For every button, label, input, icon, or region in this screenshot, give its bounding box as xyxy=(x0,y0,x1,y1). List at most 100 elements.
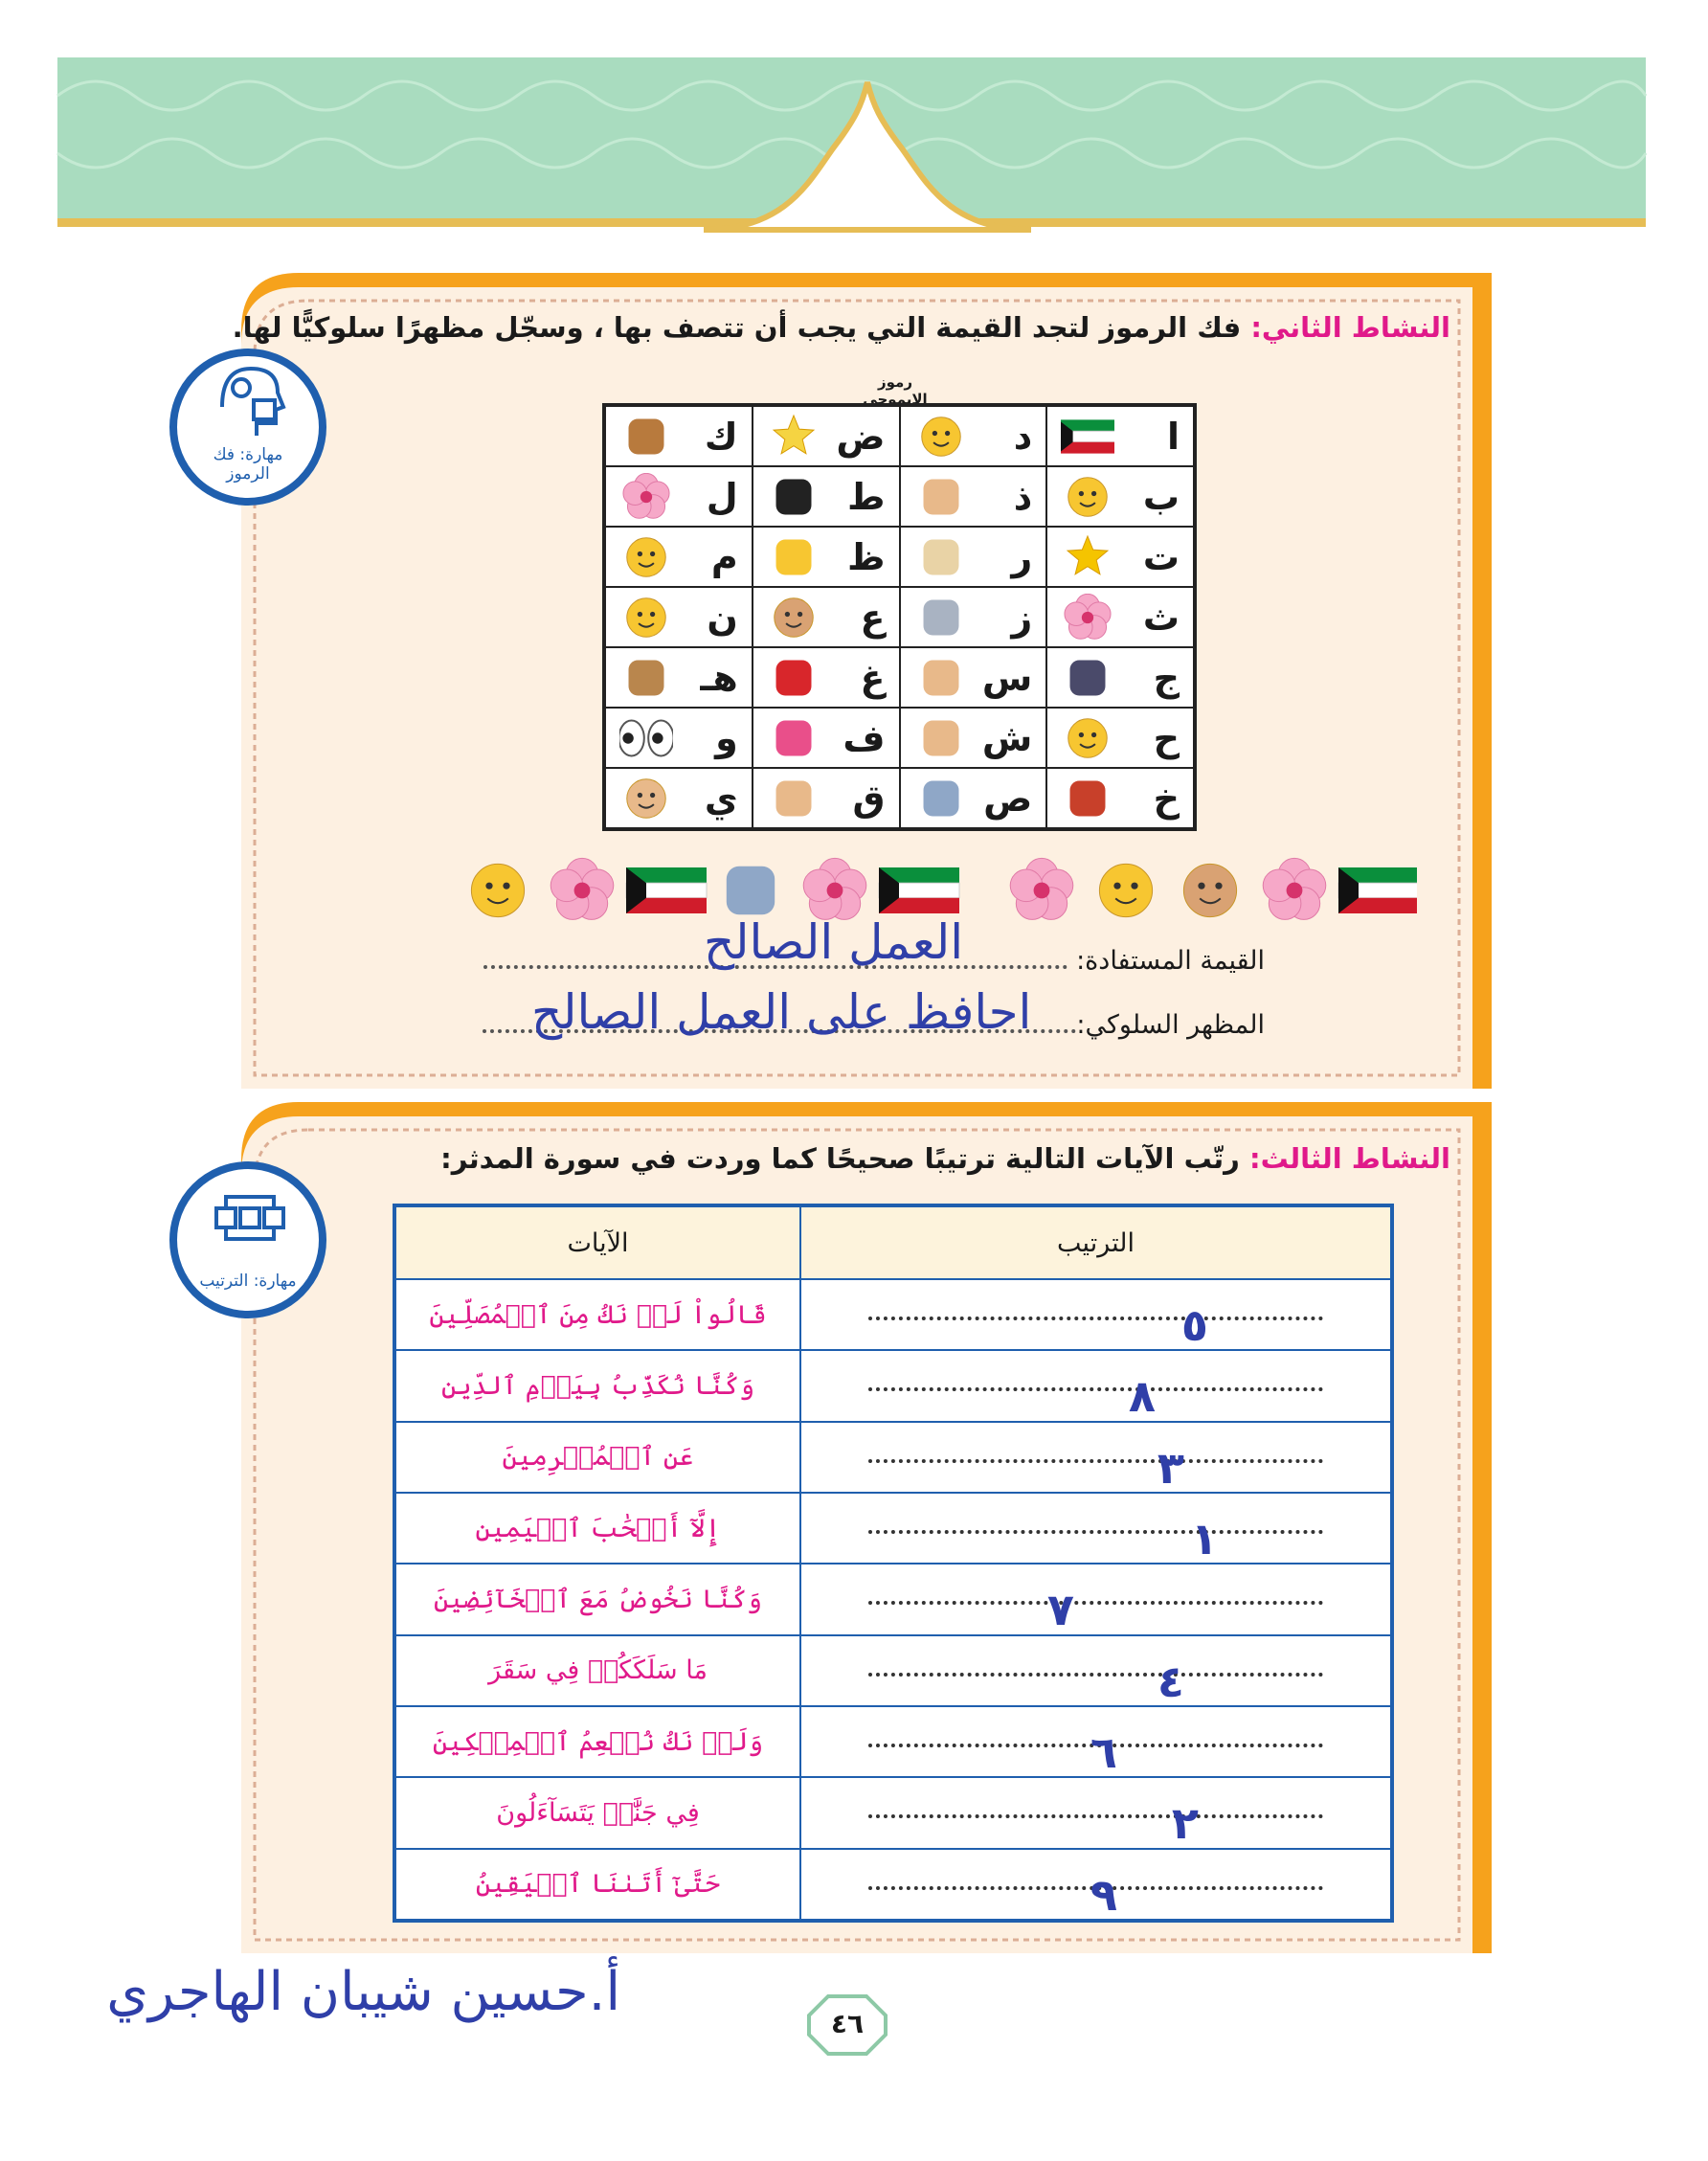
emoji-icon xyxy=(626,777,666,819)
emoji-icon xyxy=(1069,780,1106,816)
letter: ي xyxy=(704,777,738,820)
emoji-icon xyxy=(550,857,615,920)
emoji-shape xyxy=(923,539,958,574)
handwritten-number: ٤ xyxy=(1157,1655,1184,1707)
flower-center xyxy=(1033,882,1050,899)
emoji xyxy=(775,479,812,514)
cipher-cell: د xyxy=(899,406,1047,466)
emoji xyxy=(772,414,815,455)
face xyxy=(920,416,961,457)
letter: خ xyxy=(1153,777,1180,820)
emoji xyxy=(626,536,666,577)
emoji-icon xyxy=(920,416,961,457)
dotted-line xyxy=(868,1317,1323,1320)
face xyxy=(1182,863,1238,918)
emoji-icon xyxy=(625,867,708,913)
verse: وَكُنَّا نَخُوضُ مَعَ ٱلۡخَآئِضِينَ xyxy=(395,1564,800,1635)
eye xyxy=(637,611,643,617)
handwritten-number: ١ xyxy=(1190,1513,1218,1564)
column-header: الترتيب xyxy=(800,1206,1391,1279)
emoji-icon xyxy=(1068,717,1108,758)
letter: ج xyxy=(1153,656,1180,699)
mouth xyxy=(1079,742,1096,749)
flower-center xyxy=(1286,882,1303,899)
order-cell: ٦ xyxy=(800,1706,1391,1778)
emoji xyxy=(923,780,958,816)
cipher-cell: و xyxy=(605,708,753,768)
cipher-cell: ز xyxy=(899,587,1047,647)
face xyxy=(1068,717,1108,758)
emoji-icon xyxy=(628,418,664,454)
emoji-shape xyxy=(775,539,812,574)
mouth xyxy=(932,440,950,447)
emoji-shape xyxy=(923,660,958,695)
face xyxy=(1068,476,1108,517)
flag-part xyxy=(1061,418,1115,431)
behavior-line: المظهر السلوكي: xyxy=(483,1010,1265,1040)
eye xyxy=(1079,732,1085,737)
emoji-icon xyxy=(628,660,664,695)
handwritten-number: ٦ xyxy=(1090,1726,1117,1778)
dotted-line xyxy=(868,1387,1323,1392)
emoji-icon xyxy=(775,660,812,695)
mouth xyxy=(785,621,802,628)
mouth xyxy=(638,621,655,628)
order-cell: ١ xyxy=(800,1493,1391,1564)
emoji-shape xyxy=(628,660,664,695)
emoji-icon xyxy=(1061,418,1115,454)
pupil xyxy=(652,732,663,744)
flag-part xyxy=(1061,441,1115,454)
eye xyxy=(797,611,802,617)
letter: ت xyxy=(1142,535,1180,578)
eye xyxy=(649,792,656,798)
field-label: المظهر السلوكي: xyxy=(1076,1010,1265,1040)
emoji-shape xyxy=(775,720,812,755)
mouth xyxy=(486,897,509,905)
emoji-shape xyxy=(628,418,664,454)
cipher-cell: ن xyxy=(605,587,753,647)
emoji xyxy=(1069,660,1106,695)
activity-label: النشاط الثالث: xyxy=(1248,1142,1450,1175)
emoji xyxy=(619,719,673,756)
verse: وَلَمۡ نَكُ نُطۡعِمُ ٱلۡمِسۡكِينَ xyxy=(395,1706,800,1778)
cipher-cell: ض xyxy=(752,406,900,466)
emoji-icon xyxy=(775,720,812,755)
dotted-line xyxy=(483,1029,1077,1033)
emoji xyxy=(923,599,958,635)
face xyxy=(470,863,526,918)
letter: ح xyxy=(1153,716,1180,759)
emoji xyxy=(1064,593,1112,640)
cipher-table: ا د ض ك ب ذ ط ل ت ر ظ م ث ز ع ن ج س غ هـ ح ش ف و خ ص ق ي xyxy=(602,403,1197,831)
handwritten-number: ٨ xyxy=(1128,1370,1156,1423)
emoji xyxy=(1067,534,1110,575)
flag-part xyxy=(626,897,707,913)
flower-center xyxy=(1082,611,1094,623)
eye xyxy=(649,611,656,617)
flower-center xyxy=(826,882,843,899)
activity-box-edge xyxy=(253,1128,1461,1942)
emoji-icon xyxy=(470,863,526,918)
eye xyxy=(485,882,493,889)
letter: هـ xyxy=(700,656,738,699)
emoji xyxy=(775,780,812,816)
skill-label: مهارة: فك الرموز xyxy=(213,445,283,484)
letter: ز xyxy=(1011,596,1033,639)
cipher-cell: هـ xyxy=(605,647,753,708)
order-cell: ٢ xyxy=(800,1777,1391,1849)
flag-part xyxy=(1061,421,1073,451)
letter: ض xyxy=(836,415,886,458)
letter: ب xyxy=(1142,475,1180,518)
face xyxy=(626,536,666,577)
eye xyxy=(1215,882,1223,889)
verse: مَا سَلَكَكُمۡ فِي سَقَرَ xyxy=(395,1634,800,1706)
emoji-icon xyxy=(626,536,666,577)
eye xyxy=(784,611,790,617)
skill-icon xyxy=(220,366,286,436)
verse: عَنِ ٱلۡمُجۡرِمِينَ xyxy=(395,1421,800,1493)
emoji xyxy=(1068,476,1108,517)
dotted-line xyxy=(483,965,1068,969)
emoji-icon xyxy=(1098,863,1154,918)
verse: فِي جَنَّٰتٖ يَتَسَآءَلُونَ xyxy=(395,1777,800,1849)
eye xyxy=(649,551,656,556)
